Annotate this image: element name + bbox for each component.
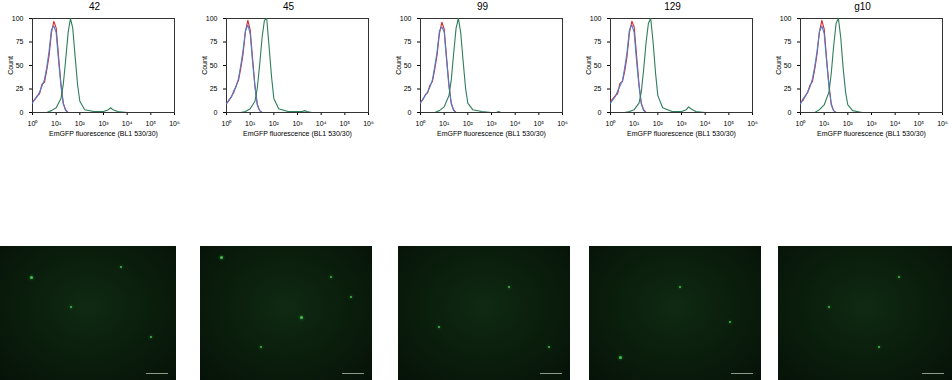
svg-text:25: 25 <box>784 85 792 92</box>
svg-text:75: 75 <box>16 38 24 45</box>
svg-text:10⁶: 10⁶ <box>937 120 948 127</box>
svg-text:EmGFP fluorescence (BL1 530/30: EmGFP fluorescence (BL1 530/30) <box>627 130 736 138</box>
svg-text:Count: Count <box>7 56 14 75</box>
svg-text:10¹: 10¹ <box>439 120 450 127</box>
html-text:g10: g10 <box>854 1 871 12</box>
svg-text:10⁴: 10⁴ <box>122 120 133 127</box>
svg-text:10⁴: 10⁴ <box>700 120 711 127</box>
svg-text:10⁶: 10⁶ <box>557 120 568 127</box>
svg-text:10⁴: 10⁴ <box>510 120 521 127</box>
svg-text:25: 25 <box>404 85 412 92</box>
svg-text:0: 0 <box>788 109 792 116</box>
svg-text:10⁴: 10⁴ <box>890 120 901 127</box>
svg-text:10³: 10³ <box>98 120 109 127</box>
html-text:45: 45 <box>282 1 295 12</box>
svg-text:10²: 10² <box>463 120 474 127</box>
svg-text:10¹: 10¹ <box>819 120 830 127</box>
svg-text:Count: Count <box>201 56 208 75</box>
svg-text:10⁵: 10⁵ <box>723 120 734 127</box>
svg-text:10⁵: 10⁵ <box>913 120 924 127</box>
svg-text:0: 0 <box>214 109 218 116</box>
svg-text:50: 50 <box>404 62 412 69</box>
svg-text:10³: 10³ <box>486 120 497 127</box>
svg-text:75: 75 <box>404 38 412 45</box>
svg-text:10⁶: 10⁶ <box>363 120 374 127</box>
svg-text:Count: Count <box>395 56 402 75</box>
svg-text:10²: 10² <box>269 120 280 127</box>
svg-text:10¹: 10¹ <box>629 120 640 127</box>
svg-text:100: 100 <box>206 15 218 22</box>
svg-text:0: 0 <box>20 109 24 116</box>
svg-text:10³: 10³ <box>866 120 877 127</box>
svg-text:75: 75 <box>210 38 218 45</box>
html-text:42: 42 <box>88 1 101 12</box>
svg-text:10⁶: 10⁶ <box>169 120 180 127</box>
svg-text:100: 100 <box>12 15 24 22</box>
svg-text:10⁴: 10⁴ <box>316 120 327 127</box>
svg-text:100: 100 <box>590 15 602 22</box>
html-text:99: 99 <box>476 1 489 12</box>
svg-text:50: 50 <box>16 62 24 69</box>
svg-text:Count: Count <box>585 56 592 75</box>
svg-text:50: 50 <box>784 62 792 69</box>
svg-text:10⁰: 10⁰ <box>416 120 427 127</box>
svg-text:EmGFP fluorescence (BL1 530/30: EmGFP fluorescence (BL1 530/30) <box>243 130 352 138</box>
svg-text:25: 25 <box>210 85 218 92</box>
svg-text:50: 50 <box>210 62 218 69</box>
svg-text:25: 25 <box>16 85 24 92</box>
svg-text:10⁰: 10⁰ <box>796 120 807 127</box>
svg-text:10⁰: 10⁰ <box>28 120 39 127</box>
svg-text:10¹: 10¹ <box>245 120 256 127</box>
svg-text:10¹: 10¹ <box>51 120 62 127</box>
svg-text:10²: 10² <box>843 120 854 127</box>
svg-text:10³: 10³ <box>292 120 303 127</box>
svg-text:EmGFP fluorescence (BL1 530/30: EmGFP fluorescence (BL1 530/30) <box>49 130 158 138</box>
svg-text:25: 25 <box>594 85 602 92</box>
svg-text:10⁰: 10⁰ <box>606 120 617 127</box>
svg-text:10³: 10³ <box>676 120 687 127</box>
svg-text:50: 50 <box>594 62 602 69</box>
svg-text:10²: 10² <box>653 120 664 127</box>
svg-text:0: 0 <box>408 109 412 116</box>
svg-text:10⁰: 10⁰ <box>222 120 233 127</box>
svg-text:10⁶: 10⁶ <box>747 120 758 127</box>
svg-text:10²: 10² <box>75 120 86 127</box>
svg-text:Count: Count <box>775 56 782 75</box>
svg-text:0: 0 <box>598 109 602 116</box>
svg-text:EmGFP fluorescence (BL1 530/30: EmGFP fluorescence (BL1 530/30) <box>437 130 546 138</box>
svg-text:100: 100 <box>780 15 792 22</box>
svg-text:10⁵: 10⁵ <box>145 120 156 127</box>
svg-text:10⁵: 10⁵ <box>339 120 350 127</box>
svg-text:10⁵: 10⁵ <box>533 120 544 127</box>
svg-text:EmGFP fluorescence (BL1 530/30: EmGFP fluorescence (BL1 530/30) <box>817 130 926 138</box>
svg-text:75: 75 <box>784 38 792 45</box>
html-text:129: 129 <box>664 1 681 12</box>
svg-text:75: 75 <box>594 38 602 45</box>
svg-text:100: 100 <box>400 15 412 22</box>
